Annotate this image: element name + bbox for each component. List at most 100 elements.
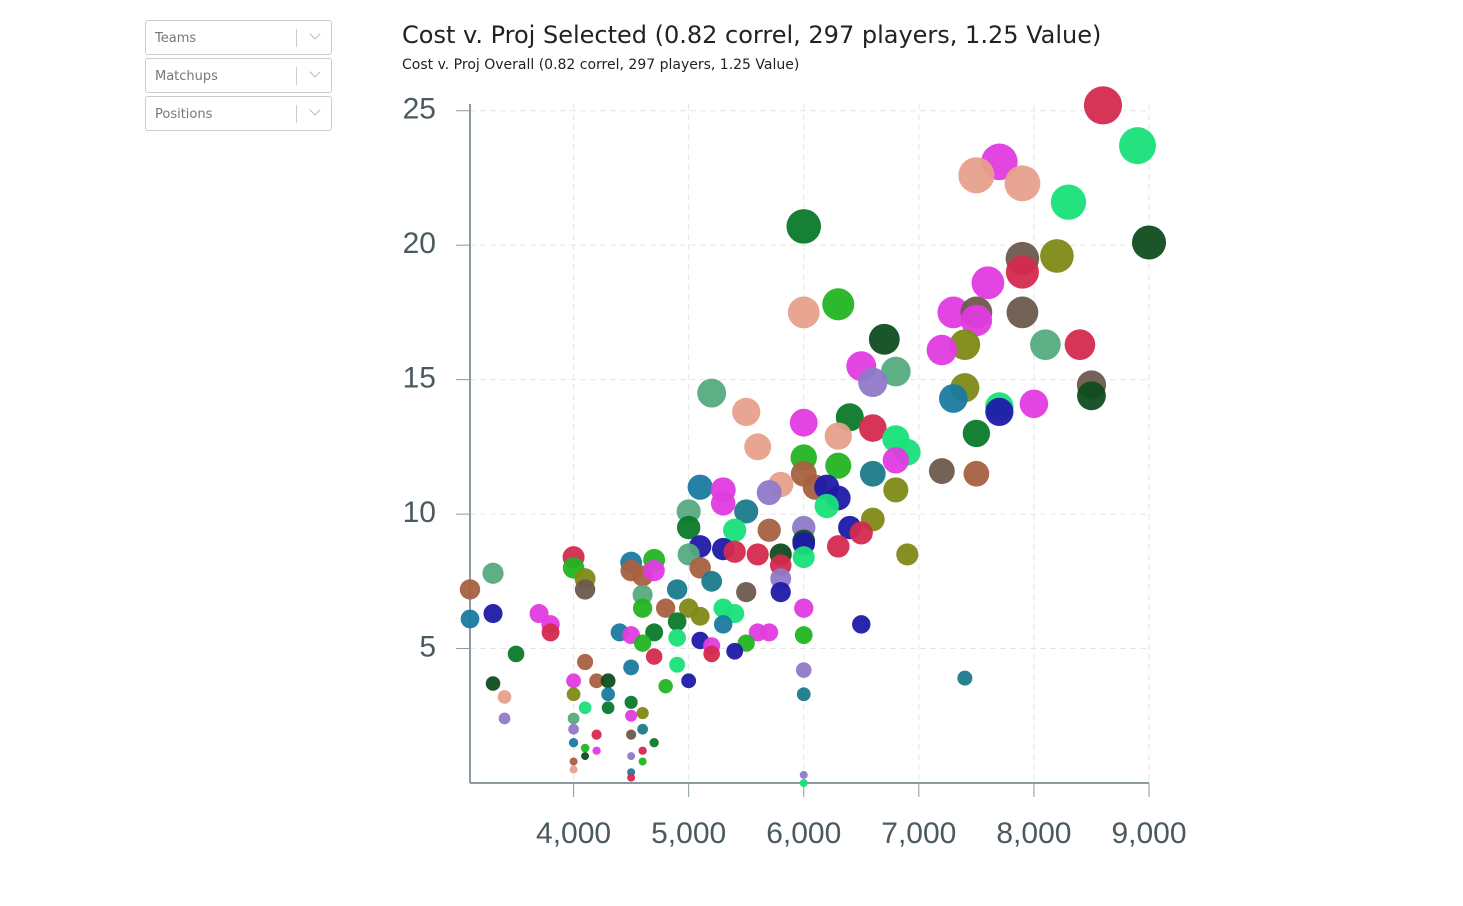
point	[713, 615, 733, 634]
point	[498, 712, 511, 725]
x-tick-label: 9,000	[1111, 817, 1186, 850]
point	[649, 738, 659, 748]
point	[643, 559, 665, 582]
point	[1030, 329, 1061, 361]
point	[601, 687, 616, 702]
point	[852, 615, 871, 634]
matchups-dropdown[interactable]: Matchups	[145, 58, 332, 93]
point	[858, 414, 887, 442]
point	[746, 543, 769, 566]
point	[824, 422, 852, 450]
point	[883, 477, 909, 503]
point	[732, 397, 761, 427]
point	[757, 518, 781, 542]
point	[849, 521, 873, 545]
y-tick-label: 10	[403, 496, 436, 529]
point	[569, 757, 578, 766]
dropdown-label: Positions	[155, 107, 213, 122]
point	[1118, 127, 1156, 165]
point	[592, 746, 601, 755]
point	[796, 687, 811, 702]
x-tick-label: 6,000	[766, 817, 841, 850]
point	[507, 645, 525, 663]
positions-dropdown[interactable]: Positions	[145, 96, 332, 131]
point	[792, 546, 815, 569]
point	[580, 743, 590, 753]
point	[569, 765, 578, 774]
point	[1131, 225, 1167, 260]
chart-subtitle: Cost v. Proj Overall (0.82 correl, 297 p…	[402, 57, 799, 73]
point	[701, 570, 723, 592]
point	[794, 626, 813, 645]
point	[896, 543, 919, 566]
point	[825, 452, 852, 479]
point	[668, 628, 686, 647]
point	[633, 634, 652, 652]
point	[627, 773, 636, 782]
point	[645, 623, 664, 642]
point	[789, 408, 818, 437]
point	[632, 598, 653, 618]
chart-title: Cost v. Proj Selected (0.82 correl, 297 …	[402, 21, 1101, 49]
point	[960, 304, 993, 337]
point	[703, 645, 721, 663]
point	[1050, 184, 1087, 220]
point	[601, 701, 615, 715]
point	[868, 323, 900, 355]
point	[726, 642, 744, 660]
point	[744, 433, 772, 461]
point	[822, 288, 855, 321]
point	[485, 676, 501, 691]
point	[1004, 165, 1041, 202]
y-tick-label: 5	[419, 630, 436, 663]
point	[566, 673, 581, 689]
point	[963, 460, 990, 487]
point	[760, 623, 779, 642]
point	[600, 673, 616, 689]
point	[786, 209, 822, 244]
point	[624, 695, 638, 709]
point	[625, 709, 638, 722]
point	[958, 157, 995, 194]
point	[627, 752, 636, 761]
point	[589, 673, 605, 689]
point	[578, 701, 592, 715]
point	[756, 480, 782, 506]
point	[577, 653, 594, 671]
point	[669, 656, 686, 673]
y-tick-label: 15	[403, 362, 436, 395]
dropdown-label: Matchups	[155, 69, 218, 84]
point	[568, 723, 579, 735]
point	[826, 535, 850, 558]
point	[949, 329, 981, 361]
x-tick-label: 5,000	[651, 817, 726, 850]
point	[794, 598, 814, 618]
x-tick-label: 7,000	[881, 817, 956, 850]
point	[957, 670, 973, 686]
point	[880, 356, 911, 387]
point	[567, 712, 580, 725]
point	[459, 579, 481, 600]
point	[799, 779, 808, 787]
point	[962, 419, 991, 448]
point	[460, 609, 480, 629]
point	[638, 757, 647, 766]
point	[697, 378, 727, 408]
point	[497, 690, 512, 704]
point	[676, 499, 701, 524]
point	[795, 662, 812, 678]
point	[541, 623, 560, 642]
point	[568, 738, 579, 748]
x-tick-label: 4,000	[536, 817, 611, 850]
point	[636, 706, 649, 720]
point	[581, 752, 590, 761]
point	[985, 397, 1014, 427]
point	[1040, 239, 1074, 273]
point	[882, 447, 909, 474]
point	[814, 493, 839, 519]
point	[566, 687, 581, 702]
teams-dropdown[interactable]: Teams	[145, 20, 332, 55]
point	[626, 729, 637, 740]
